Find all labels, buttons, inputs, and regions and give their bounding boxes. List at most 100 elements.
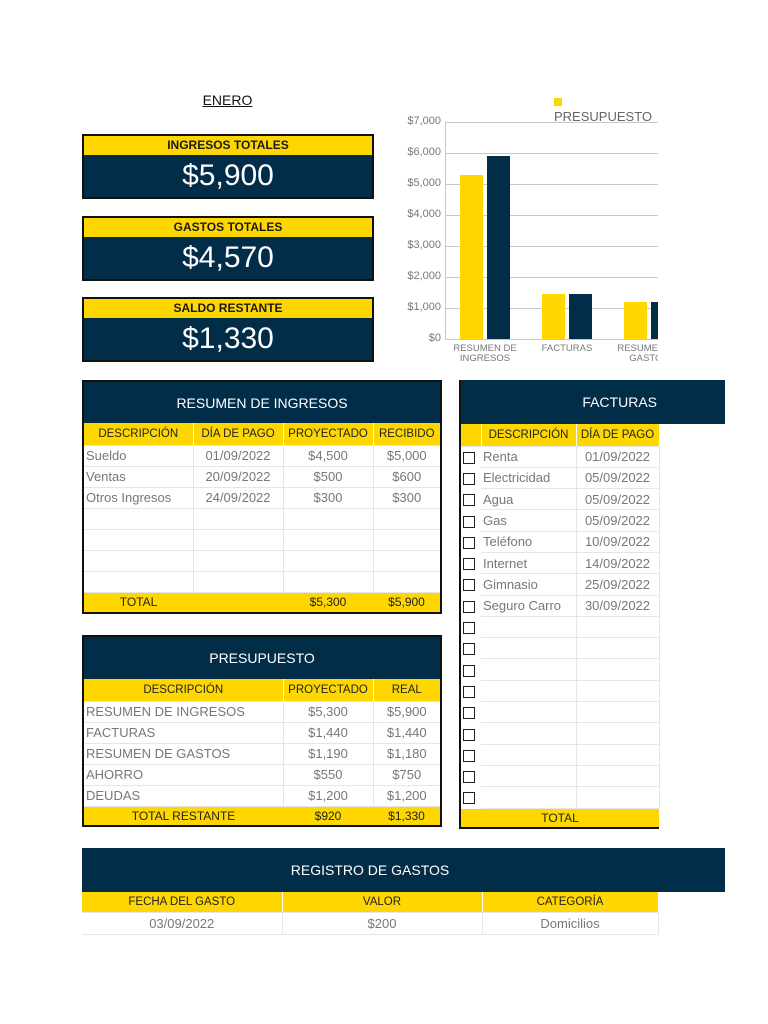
- column-header: PROYECTADO: [283, 679, 374, 702]
- table-header: REGISTRO DE GASTOS: [82, 848, 659, 892]
- paid-checkbox[interactable]: [460, 680, 481, 701]
- cell: [193, 571, 284, 593]
- table-row: [460, 680, 660, 703]
- table-row: [460, 744, 660, 766]
- checkbox-icon[interactable]: [463, 451, 475, 464]
- table-row: Teléfono 10/09/2022: [460, 531, 660, 553]
- paid-checkbox[interactable]: [460, 489, 481, 510]
- checkbox-icon[interactable]: [463, 728, 475, 741]
- cell: [193, 508, 284, 530]
- paid-checkbox[interactable]: [460, 595, 481, 616]
- checkbox-icon[interactable]: [463, 771, 475, 784]
- cell: 25/09/2022: [576, 573, 660, 596]
- cell: Gas: [481, 509, 577, 532]
- x-tick-label: FACTURAS: [541, 343, 593, 354]
- checkbox-icon[interactable]: [463, 473, 475, 485]
- kpi-gastos-totales: GASTOS TOTALES $4,570: [82, 216, 374, 281]
- total-cell: [193, 592, 283, 613]
- total-row: TOTAL $5,300 $5,900: [83, 592, 442, 613]
- cell: Gimnasio: [481, 573, 577, 596]
- cell: [481, 701, 577, 724]
- checkbox-icon[interactable]: [463, 622, 475, 635]
- gridline: [445, 215, 658, 216]
- cell: $300: [373, 487, 442, 509]
- paid-checkbox[interactable]: [460, 446, 481, 467]
- cell: [576, 765, 660, 788]
- table-row: [460, 637, 660, 660]
- total-cell: $920: [283, 806, 373, 826]
- checkbox-icon[interactable]: [463, 643, 475, 656]
- gridline: [445, 246, 658, 247]
- total-cell: TOTAL: [460, 808, 659, 829]
- cell: [373, 529, 442, 551]
- paid-checkbox[interactable]: [460, 510, 481, 531]
- paid-checkbox[interactable]: [460, 574, 481, 595]
- checkbox-icon[interactable]: [463, 494, 475, 507]
- checkbox-icon[interactable]: [463, 707, 475, 720]
- table-row: [83, 571, 442, 593]
- table-row: [460, 765, 660, 788]
- checkbox-icon[interactable]: [463, 515, 475, 528]
- cell: [83, 550, 194, 572]
- cell: [576, 637, 660, 660]
- checkbox-icon[interactable]: [463, 536, 475, 549]
- cell: [83, 508, 194, 530]
- cell: Domicilios: [482, 912, 659, 935]
- cell: [481, 765, 577, 788]
- cell: [481, 786, 577, 809]
- cell: RESUMEN DE GASTOS: [83, 743, 284, 765]
- cell: $550: [283, 764, 374, 786]
- column-headers: DESCRIPCIÓN DÍA DE PAGO: [460, 424, 660, 447]
- column-header: DESCRIPCIÓN: [83, 423, 194, 446]
- kpi-value: $5,900: [84, 155, 372, 197]
- table-row: Otros Ingresos 24/09/2022 $300 $300: [83, 487, 442, 509]
- table-row: RESUMEN DE GASTOS $1,190 $1,180: [83, 743, 442, 765]
- cell: $500: [283, 466, 374, 488]
- cell: $1,180: [373, 743, 442, 765]
- registro-gastos-table: REGISTRO DE GASTOS FECHA DEL GASTO VALOR CA…: [82, 848, 659, 935]
- table-row: [83, 508, 442, 530]
- checkbox-icon[interactable]: [463, 792, 475, 805]
- checkbox-icon[interactable]: [463, 558, 475, 571]
- paid-checkbox[interactable]: [460, 744, 481, 765]
- paid-checkbox[interactable]: [460, 765, 481, 786]
- paid-checkbox[interactable]: [460, 467, 481, 488]
- table-row: Sueldo 01/09/2022 $4,500 $5,000: [83, 445, 442, 467]
- paid-checkbox[interactable]: [460, 552, 481, 573]
- cell: [193, 529, 284, 551]
- column-header: FECHA DEL GASTO: [82, 892, 283, 913]
- cell: Agua: [481, 488, 577, 511]
- cell: RESUMEN DE INGRESOS: [83, 701, 284, 723]
- cell: $1,190: [283, 743, 374, 765]
- checkbox-icon[interactable]: [463, 685, 475, 698]
- paid-checkbox[interactable]: [460, 787, 481, 808]
- bar: [460, 174, 483, 339]
- paid-checkbox[interactable]: [460, 723, 481, 744]
- paid-checkbox[interactable]: [460, 531, 481, 552]
- checkbox-icon[interactable]: [463, 664, 475, 677]
- cell: [83, 529, 194, 551]
- table-row: FACTURAS $1,440 $1,440: [83, 722, 442, 744]
- cell: Renta: [481, 446, 577, 468]
- kpi-label: INGRESOS TOTALES: [84, 136, 372, 155]
- kpi-label: SALDO RESTANTE: [84, 299, 372, 318]
- paid-checkbox[interactable]: [460, 616, 481, 637]
- column-header: RECIBIDO: [373, 423, 442, 446]
- table-title: RESUMEN DE INGRESOS: [83, 381, 442, 423]
- cell: Teléfono: [481, 531, 577, 553]
- cell: Sueldo: [83, 445, 194, 467]
- cell: [373, 571, 442, 593]
- paid-checkbox[interactable]: [460, 638, 481, 659]
- checkbox-icon[interactable]: [463, 579, 475, 592]
- paid-checkbox[interactable]: [460, 702, 481, 723]
- checkbox-icon[interactable]: [463, 749, 475, 762]
- cell: [481, 616, 577, 639]
- table-row: DEUDAS $1,200 $1,200: [83, 785, 442, 807]
- y-tick-label: $0: [428, 332, 441, 344]
- paid-checkbox[interactable]: [460, 659, 481, 680]
- cell: 01/09/2022: [576, 446, 660, 468]
- cell: Ventas: [83, 466, 194, 488]
- cell: Electricidad: [481, 467, 577, 490]
- table-row: [460, 722, 660, 745]
- checkbox-icon[interactable]: [463, 600, 475, 613]
